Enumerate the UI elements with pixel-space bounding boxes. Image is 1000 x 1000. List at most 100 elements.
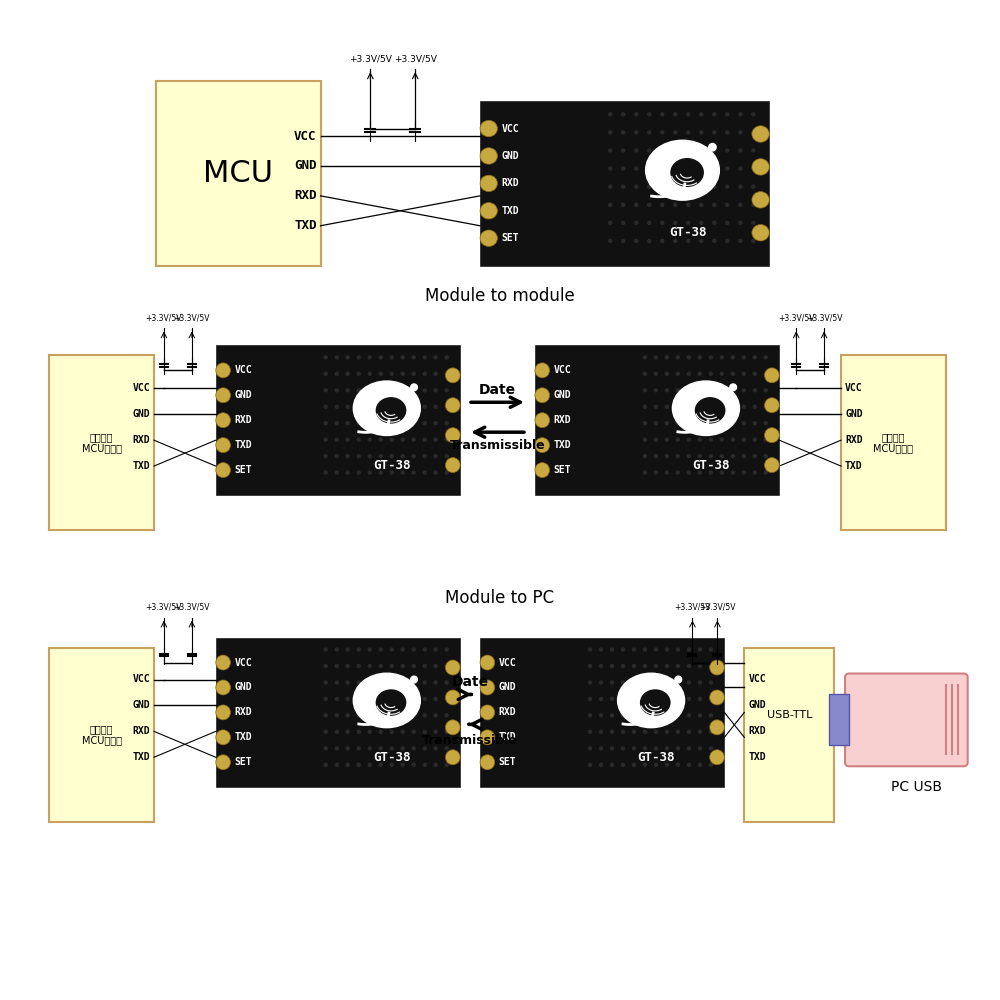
Circle shape [589, 763, 591, 766]
Circle shape [654, 471, 657, 474]
Circle shape [335, 471, 338, 474]
Circle shape [632, 648, 635, 651]
Circle shape [709, 697, 712, 700]
Circle shape [609, 203, 612, 206]
Circle shape [632, 697, 635, 700]
Ellipse shape [480, 175, 497, 192]
Circle shape [434, 455, 437, 458]
Bar [829, 694, 849, 745]
Circle shape [411, 676, 417, 683]
Circle shape [379, 438, 382, 441]
Circle shape [609, 131, 612, 134]
Ellipse shape [445, 690, 460, 705]
Text: +3.3V/5V: +3.3V/5V [394, 54, 437, 63]
Circle shape [726, 167, 729, 170]
Circle shape [423, 372, 426, 375]
Ellipse shape [480, 230, 497, 246]
Circle shape [731, 438, 734, 441]
Circle shape [599, 697, 602, 700]
Bar [216, 638, 460, 787]
Circle shape [434, 438, 437, 441]
Circle shape [665, 697, 668, 700]
Circle shape [709, 389, 712, 392]
Text: TXD: TXD [234, 440, 252, 450]
Circle shape [390, 747, 393, 750]
Circle shape [401, 471, 404, 474]
Circle shape [599, 648, 602, 651]
Circle shape [709, 438, 712, 441]
Circle shape [753, 405, 756, 408]
Circle shape [390, 763, 393, 766]
Ellipse shape [216, 680, 230, 695]
Bar [216, 345, 460, 495]
Circle shape [709, 471, 712, 474]
Circle shape [752, 185, 755, 188]
Circle shape [753, 438, 756, 441]
Circle shape [357, 438, 360, 441]
Circle shape [687, 203, 690, 206]
Bar [156, 81, 320, 266]
Circle shape [643, 389, 646, 392]
Circle shape [379, 389, 382, 392]
Text: GND: GND [234, 390, 252, 400]
Circle shape [635, 221, 638, 224]
Ellipse shape [535, 388, 550, 403]
Circle shape [687, 681, 690, 684]
Circle shape [357, 422, 360, 425]
Circle shape [401, 681, 404, 684]
Circle shape [357, 714, 360, 717]
Circle shape [423, 763, 426, 766]
Circle shape [726, 113, 729, 116]
Circle shape [698, 405, 701, 408]
Circle shape [676, 438, 679, 441]
Circle shape [390, 455, 393, 458]
Circle shape [687, 372, 690, 375]
Circle shape [621, 665, 624, 668]
Text: GND: GND [845, 409, 863, 419]
Circle shape [726, 203, 729, 206]
Circle shape [687, 730, 690, 733]
Circle shape [698, 372, 701, 375]
Circle shape [357, 747, 360, 750]
Ellipse shape [535, 463, 550, 478]
Circle shape [648, 167, 651, 170]
Circle shape [346, 389, 349, 392]
Circle shape [609, 221, 612, 224]
Circle shape [434, 714, 437, 717]
Circle shape [346, 372, 349, 375]
Circle shape [621, 697, 624, 700]
Circle shape [423, 405, 426, 408]
Circle shape [589, 714, 591, 717]
Circle shape [622, 185, 625, 188]
Circle shape [654, 730, 657, 733]
Circle shape [709, 747, 712, 750]
Circle shape [346, 471, 349, 474]
Circle shape [445, 747, 448, 750]
Text: 单片机、
MCU等设备: 单片机、 MCU等设备 [873, 432, 913, 453]
Circle shape [589, 730, 591, 733]
Circle shape [676, 356, 679, 359]
Circle shape [621, 681, 624, 684]
Circle shape [661, 185, 664, 188]
Circle shape [665, 372, 668, 375]
Circle shape [412, 389, 415, 392]
Text: VCC: VCC [132, 383, 150, 393]
Circle shape [346, 665, 349, 668]
Circle shape [412, 730, 415, 733]
Circle shape [632, 665, 635, 668]
Text: PC USB: PC USB [891, 780, 942, 794]
Circle shape [599, 763, 602, 766]
Text: Date: Date [479, 383, 516, 397]
Text: VCC: VCC [234, 658, 252, 668]
Circle shape [687, 438, 690, 441]
Bar [744, 648, 834, 822]
Circle shape [621, 730, 624, 733]
Text: GND: GND [554, 390, 571, 400]
Ellipse shape [216, 655, 230, 670]
Circle shape [412, 747, 415, 750]
Circle shape [665, 648, 668, 651]
Circle shape [665, 356, 668, 359]
Circle shape [390, 372, 393, 375]
Circle shape [368, 438, 371, 441]
Circle shape [665, 665, 668, 668]
